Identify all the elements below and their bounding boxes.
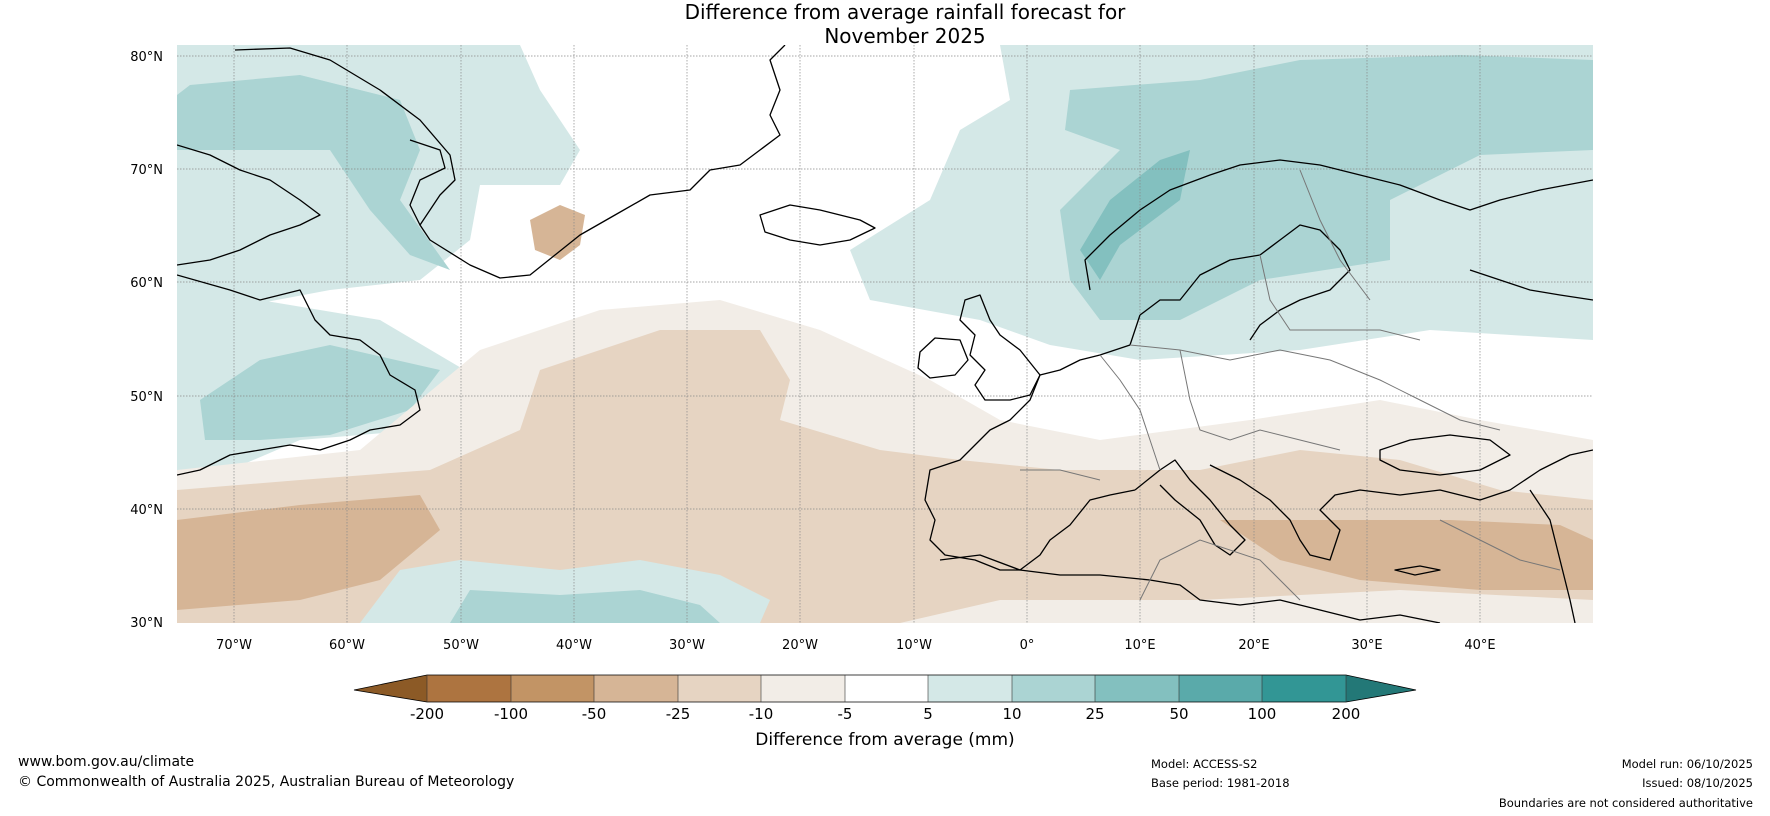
map-title: Difference from average rainfall forecas… (0, 0, 1770, 48)
lon-label: 10°E (1124, 638, 1155, 653)
title-line-1: Difference from average rainfall forecas… (684, 0, 1126, 24)
coast-greenland-west (409, 139, 446, 226)
footer-copyright: © Commonwealth of Australia 2025, Austra… (18, 774, 515, 790)
colorbar-tick: 100 (1248, 705, 1277, 723)
lat-label: 70°N (130, 163, 163, 178)
border-7 (1139, 539, 1301, 601)
colorbar-tick: 5 (923, 705, 933, 723)
lat-label: 30°N (130, 616, 163, 631)
lon-labels: 70°W 60°W 50°W 40°W 30°W 20°W 10°W 0° 10… (216, 638, 1496, 653)
lon-label: 0° (1020, 638, 1035, 653)
coast-crete (1394, 565, 1441, 576)
map-panel (177, 45, 1593, 623)
border-1 (1099, 354, 1161, 471)
title-line-2: November 2025 (824, 24, 986, 48)
lat-label: 80°N (130, 50, 163, 65)
footer-website: www.bom.gov.au/climate (18, 754, 195, 770)
coast-iceland (759, 204, 876, 246)
coast-norway (1084, 159, 1593, 291)
colorbar-segment (594, 675, 678, 702)
lat-label: 50°N (130, 390, 163, 405)
colorbar-tick: 10 (1002, 705, 1021, 723)
lon-label: 20°W (782, 638, 818, 653)
colorbar-segment (1179, 675, 1262, 702)
colorbar-min-extend (354, 675, 427, 702)
coast-italy (1134, 459, 1246, 556)
lon-label: 40°W (556, 638, 592, 653)
lon-label: 10°W (896, 638, 932, 653)
graticule (177, 45, 1593, 623)
lat-label: 40°N (130, 503, 163, 518)
lon-label: 70°W (216, 638, 252, 653)
lon-label: 20°E (1238, 638, 1269, 653)
colorbar-label: Difference from average (mm) (755, 730, 1014, 750)
coast-north-africa (939, 554, 1441, 623)
coast-europe-west (924, 314, 1141, 571)
coast-greenland (234, 45, 786, 279)
colorbar-tick: -50 (582, 705, 607, 723)
footer-model-run: Model run: 06/10/2025 (1621, 757, 1753, 771)
lon-label: 40°E (1464, 638, 1495, 653)
colorbar-max-extend (1346, 675, 1416, 702)
border-8 (1439, 519, 1561, 571)
dry-region-atlantic-mid (177, 495, 440, 610)
colorbar-tick: 25 (1085, 705, 1104, 723)
border-5 (1299, 169, 1371, 301)
border-3 (1179, 349, 1341, 451)
footer-base-period: Base period: 1981-2018 (1151, 776, 1290, 790)
wet-region-greenland-core (177, 75, 450, 270)
footer-model: Model: ACCESS-S2 (1151, 757, 1258, 771)
wet-region-subtropical-core (450, 590, 720, 623)
border-4 (1259, 254, 1421, 341)
coast-britain (959, 294, 1041, 401)
coastlines (177, 45, 1593, 623)
footer-disclaimer: Boundaries are not considered authoritat… (1498, 796, 1753, 810)
lon-label: 60°W (329, 638, 365, 653)
colorbar: -200 -100 -50 -25 -10 -5 5 10 25 50 100 … (353, 674, 1417, 750)
coast-baltic (1139, 224, 1351, 341)
dry-region-greenland-se (530, 205, 585, 260)
coast-labrador (177, 274, 421, 476)
colorbar-tick: -200 (410, 705, 444, 723)
coast-black-sea (1379, 434, 1511, 476)
anomaly-shading (177, 45, 1593, 623)
coast-ireland (917, 337, 969, 379)
lon-label: 30°W (669, 638, 705, 653)
colorbar-segment (427, 675, 511, 702)
wet-region-scandinavia-core (1060, 55, 1593, 320)
border-2 (1129, 344, 1501, 431)
colorbar-segment (761, 675, 845, 702)
coast-levant (1529, 489, 1576, 623)
colorbar-segment (845, 675, 928, 702)
footer-issued: Issued: 08/10/2025 (1642, 776, 1753, 790)
colorbar-tick: -10 (749, 705, 774, 723)
colorbar-segment (511, 675, 594, 702)
colorbar-segment (678, 675, 761, 702)
lon-label: 30°E (1351, 638, 1382, 653)
dry-region-mediterranean (1220, 520, 1593, 590)
colorbar-tick: -100 (494, 705, 528, 723)
colorbar-tick: 50 (1169, 705, 1188, 723)
coast-balkans (1209, 449, 1593, 561)
coast-russia-north (1469, 269, 1593, 301)
lat-labels: 80°N 70°N 60°N 50°N 40°N 30°N (130, 50, 163, 631)
colorbar-tick: -25 (666, 705, 691, 723)
colorbar-tick: 200 (1332, 705, 1361, 723)
wet-region-labrador-core (200, 345, 440, 440)
colorbar-segment (928, 675, 1012, 702)
lat-label: 60°N (130, 276, 163, 291)
colorbar-segment (1095, 675, 1179, 702)
lon-label: 50°W (443, 638, 479, 653)
coast-baffin (177, 144, 321, 266)
border-6 (1020, 469, 1101, 481)
colorbar-segment (1262, 675, 1346, 702)
colorbar-tick: -5 (838, 705, 853, 723)
colorbar-segment (1012, 675, 1095, 702)
dry-region-atlantic-core (177, 330, 1593, 623)
country-borders (1020, 169, 1561, 601)
